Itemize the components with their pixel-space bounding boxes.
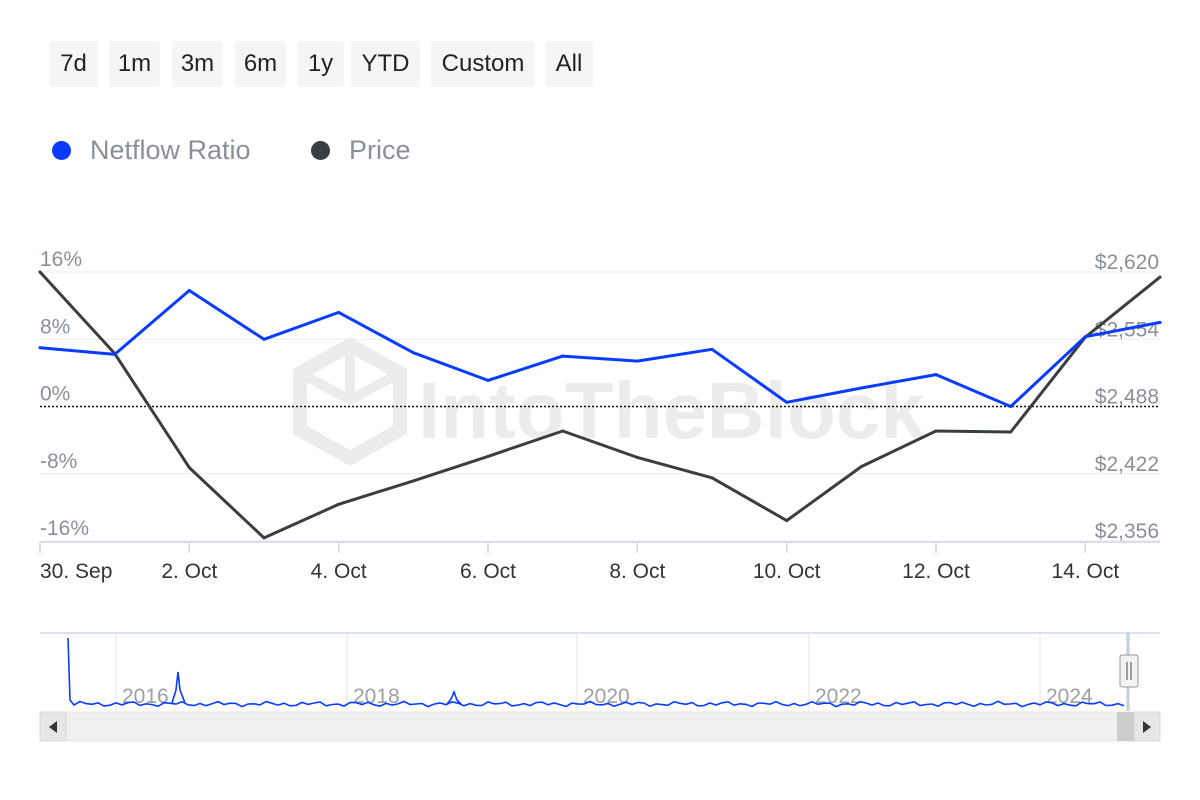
netflow-ratio-series-line-point: [785, 400, 789, 404]
x-tick-label: 2. Oct: [161, 560, 217, 583]
range-button-6m[interactable]: 6m: [235, 41, 286, 87]
price-series-line-point: [187, 466, 191, 470]
scroll-left-arrow-icon: [49, 721, 57, 733]
y-left-tick-label: -16%: [40, 517, 89, 540]
y-right-tick-label: $2,356: [1095, 520, 1159, 543]
y-left-tick-label: 16%: [40, 248, 82, 271]
y-right-tick-label: $2,488: [1095, 386, 1159, 409]
price-series-line-point: [1158, 275, 1162, 279]
legend-item-netflow-ratio[interactable]: Netflow Ratio: [52, 128, 251, 172]
netflow-ratio-series-line-point: [262, 337, 266, 341]
price-series-line-point: [635, 455, 639, 459]
netflow-ratio-series-line-point: [38, 346, 42, 350]
price-series-line-point: [486, 454, 490, 458]
legend-item-price[interactable]: Price: [311, 128, 411, 172]
netflow-ratio-series-line-point: [411, 351, 415, 355]
netflow-ratio-series-line-point: [859, 386, 863, 390]
legend-label: Price: [349, 134, 411, 165]
y-left-tick-label: 0%: [40, 383, 70, 406]
watermark-icon-inner: [297, 345, 403, 406]
range-button-7d[interactable]: 7d: [49, 41, 98, 87]
netflow-ratio-series-line-point: [710, 347, 714, 351]
price-series-line-point: [561, 429, 565, 433]
netflow-ratio-series-line-point: [1009, 405, 1013, 408]
price-series-line-point: [411, 479, 415, 483]
watermark-text: IntoTheBlock: [418, 366, 925, 455]
range-button-1m[interactable]: 1m: [109, 41, 160, 87]
price-series-line-point: [262, 536, 266, 540]
navigator-year-label: 2020: [583, 685, 630, 708]
navigator-handle[interactable]: [1119, 654, 1139, 688]
x-tick-label: 8. Oct: [609, 560, 665, 583]
netflow-ratio-series-line-point: [187, 288, 191, 292]
range-button-ytd[interactable]: YTD: [351, 41, 420, 87]
navigator-spike: [446, 689, 462, 705]
navigator-year-label: 2022: [815, 685, 862, 708]
watermark-icon: [293, 336, 407, 467]
scroll-right-arrow-icon: [1143, 721, 1151, 733]
navigator-year-label: 2018: [353, 685, 400, 708]
netflow-ratio-series-line-point: [635, 359, 639, 363]
x-tick-label: 30. Sep: [40, 560, 112, 583]
x-tick-label: 10. Oct: [753, 560, 821, 583]
legend-marker: [311, 140, 330, 160]
y-left-tick-label: 8%: [40, 315, 70, 338]
x-tick-label: 4. Oct: [311, 560, 367, 583]
scrollbar-thumb[interactable]: [1117, 712, 1134, 741]
legend-label: Netflow Ratio: [90, 134, 251, 165]
price-series-line-point: [1009, 430, 1013, 434]
range-button-1y[interactable]: 1y: [297, 41, 344, 87]
price-series-line-point: [710, 476, 714, 480]
range-button-3m[interactable]: 3m: [172, 41, 223, 87]
price-series-line-point: [934, 429, 938, 433]
x-tick-label: 14. Oct: [1051, 560, 1119, 583]
scrollbar-track[interactable]: [39, 711, 1161, 742]
range-button-custom[interactable]: Custom: [431, 41, 535, 87]
x-tick-label: 12. Oct: [902, 560, 970, 583]
navigator-series-line: [67, 637, 1125, 708]
y-right-tick-label: $2,422: [1095, 453, 1159, 476]
range-button-all[interactable]: All: [545, 41, 593, 87]
netflow-ratio-series-line-point: [1158, 320, 1162, 324]
netflow-ratio-series-line-point: [337, 310, 341, 314]
netflow-ratio-series-line-point: [113, 352, 117, 356]
legend-marker: [52, 140, 71, 160]
x-tick-label: 6. Oct: [460, 560, 516, 583]
netflow-ratio-series-line-point: [934, 373, 938, 377]
price-series-line-point: [337, 502, 341, 506]
navigator-spike: [171, 671, 186, 704]
netflow-ratio-series-line-point: [1083, 335, 1087, 339]
price-series-line: [38, 270, 1162, 540]
y-left-tick-label: -8%: [40, 450, 77, 473]
y-right-tick-label: $2,620: [1095, 251, 1159, 274]
watermark-logo: IntoTheBlock: [293, 336, 925, 467]
netflow-ratio-series-line-point: [561, 354, 565, 358]
price-series-line-point: [785, 519, 789, 523]
price-series-line-point: [859, 465, 863, 469]
netflow-ratio-series-line-point: [486, 378, 490, 382]
price-series-line-point: [38, 270, 42, 274]
netflow-ratio-series-line: [38, 289, 1162, 408]
